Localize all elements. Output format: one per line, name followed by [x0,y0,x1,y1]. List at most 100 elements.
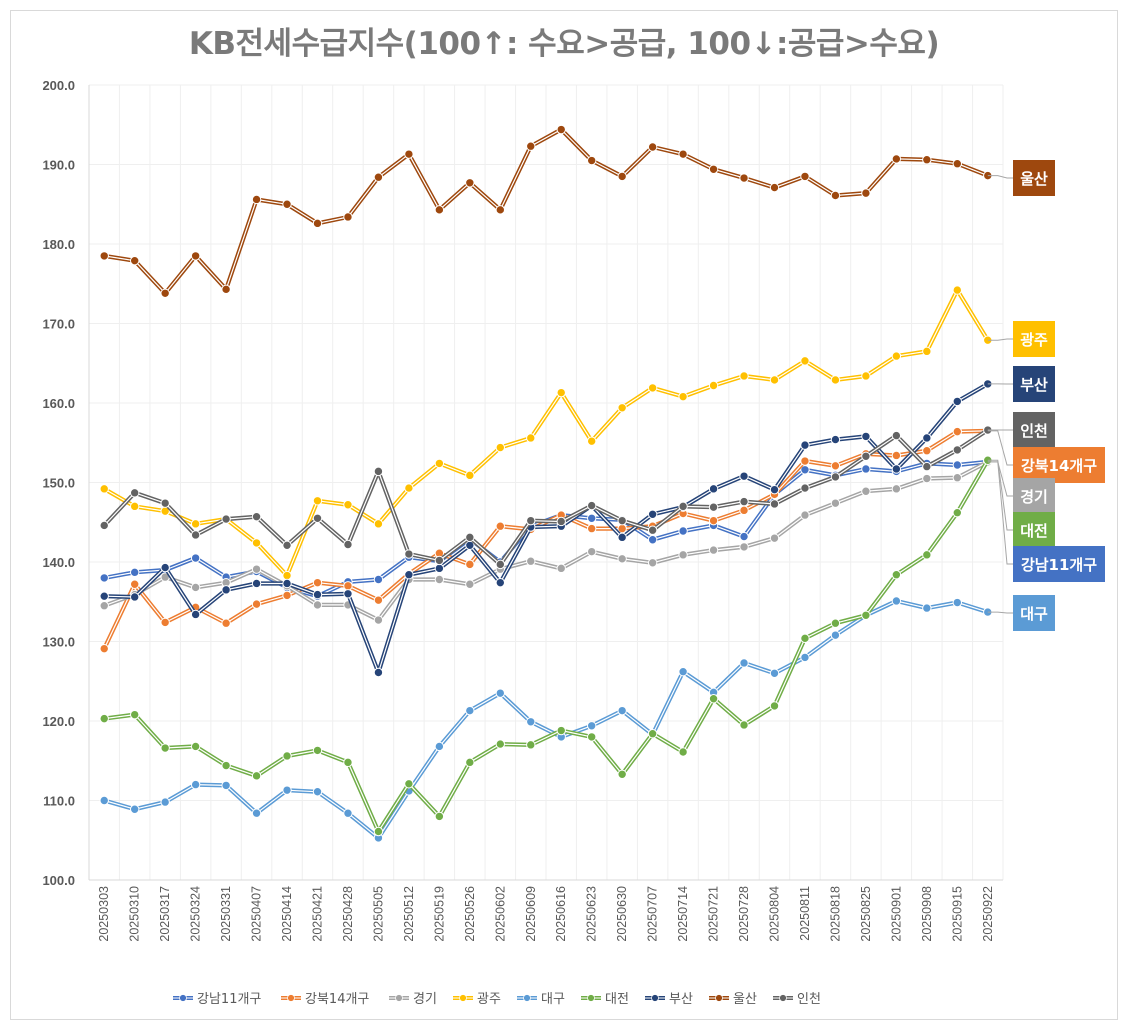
legend-label: 강남11개구 [197,992,261,1007]
x-tick-label: 20250630 [615,886,629,942]
data-point [99,601,109,611]
legend-label: 경기 [413,992,437,1007]
data-point [830,461,841,471]
x-tick-label: 20250811 [798,886,812,941]
y-tick-label: 150.0 [42,476,75,491]
data-point [221,760,231,771]
data-point [312,496,323,506]
data-point [708,502,719,512]
data-point [312,218,323,229]
data-point [343,581,353,591]
end-label: 대구 [1020,605,1048,623]
data-point [251,599,262,609]
data-point [708,694,719,704]
x-tick-label: 20250526 [463,886,477,942]
end-label-box [1013,412,1055,448]
x-tick-label: 20250922 [981,886,995,942]
data-point [312,589,323,600]
legend-label: 부산 [669,992,693,1007]
data-point [130,592,140,602]
data-point [373,667,384,678]
data-point [343,589,353,599]
data-point [434,563,445,574]
y-tick-label: 100.0 [42,873,75,888]
data-point [190,251,201,261]
data-point [587,155,597,166]
data-point [708,484,719,494]
data-point [373,574,384,585]
end-label-box [1013,321,1055,357]
data-point [130,709,140,720]
end-label: 강남11개구 [1021,556,1097,574]
data-point [434,555,445,566]
end-label-box [1013,512,1055,548]
end-label: 인천 [1020,422,1048,440]
data-point [922,446,932,456]
data-point [160,288,170,298]
data-point [739,496,749,507]
end-label: 울산 [1020,170,1048,188]
data-point [190,609,201,620]
data-point [587,523,597,534]
legend-item: 경기 [389,992,437,1007]
x-tick-label: 20250421 [311,886,325,942]
data-point [526,740,536,750]
legend-swatch-marker [523,994,531,1002]
legend-swatch-marker [715,994,723,1002]
data-point [647,509,658,519]
data-point [678,526,688,536]
legend-swatch-marker [179,994,187,1002]
data-point [495,205,505,215]
x-tick-label: 20250317 [158,886,172,942]
x-tick-label: 20250519 [432,886,446,942]
data-point [526,717,536,727]
data-point [99,573,109,583]
data-point [495,688,505,698]
data-point [952,159,962,169]
data-point [861,610,871,620]
data-point [312,513,323,523]
data-point [861,464,871,474]
end-label: 경기 [1020,488,1048,506]
data-point [495,559,505,570]
data-point [891,430,902,441]
data-point [130,501,140,512]
data-point [830,434,841,445]
data-point [251,578,262,589]
data-point [952,508,962,518]
legend-item: 광주 [453,992,501,1007]
end-label: 대전 [1020,522,1048,540]
data-point [800,356,810,366]
data-point [739,173,749,183]
data-point [952,597,962,608]
data-point [647,729,658,739]
data-point [404,779,414,789]
data-point [678,747,688,757]
data-point [739,531,749,542]
data-point [556,563,566,574]
end-label-box [1013,160,1055,196]
data-point [251,771,262,781]
data-point [922,155,932,165]
end-label-box [1013,447,1105,483]
data-point [465,559,475,570]
data-point [647,525,658,535]
data-point [891,464,902,474]
data-point [556,124,566,135]
leader-line [987,338,1013,341]
data-point [282,570,292,581]
data-point [800,510,810,520]
y-tick-label: 170.0 [42,317,75,332]
y-tick-label: 190.0 [42,158,75,173]
data-point [282,199,292,209]
data-point [708,515,719,526]
data-point [373,172,384,182]
end-label-box [1013,546,1105,582]
end-label-box [1013,478,1055,514]
data-point [526,515,536,526]
data-point [99,520,109,531]
data-point [952,473,962,483]
data-point [800,440,810,450]
data-point [190,530,201,540]
legend-label: 인천 [797,992,821,1007]
